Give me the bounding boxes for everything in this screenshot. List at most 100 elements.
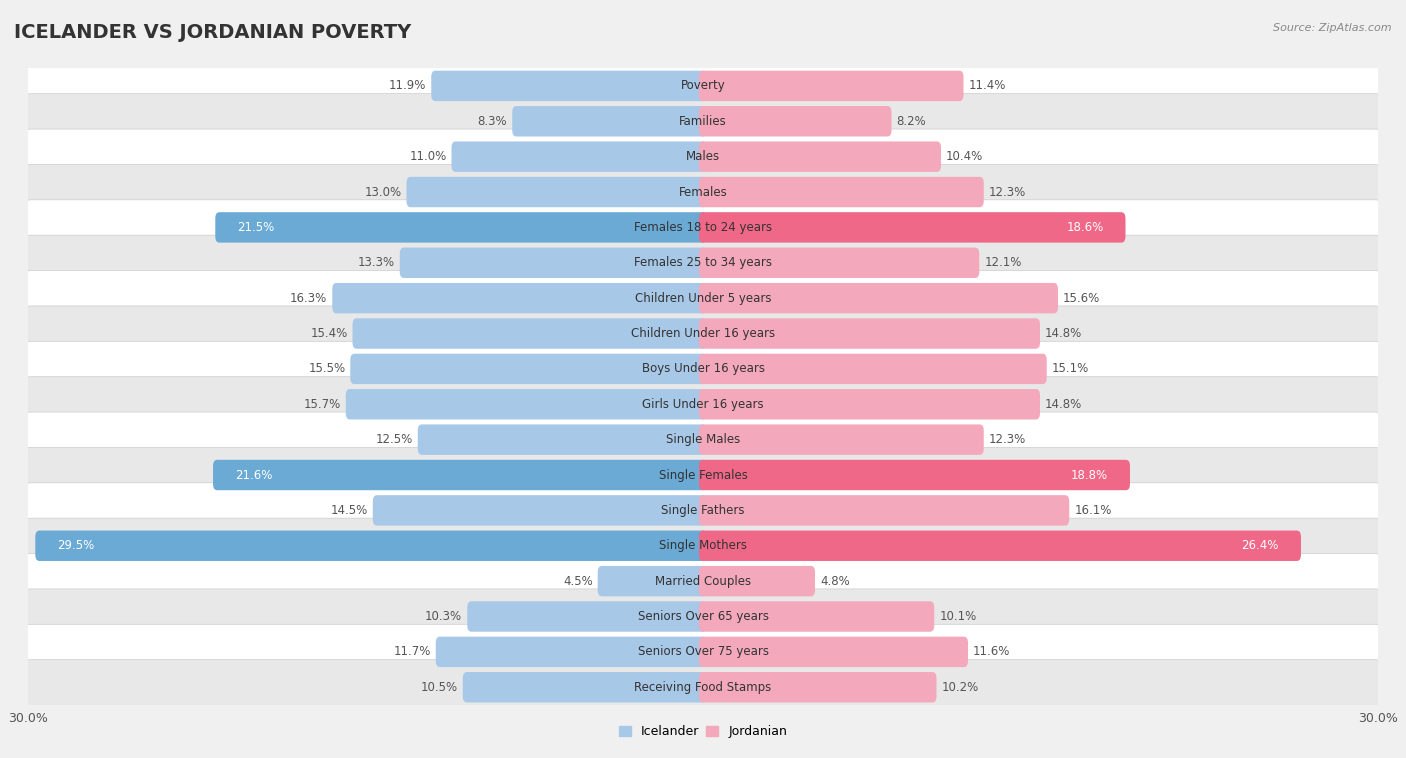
- FancyBboxPatch shape: [24, 589, 1382, 644]
- FancyBboxPatch shape: [432, 70, 707, 101]
- FancyBboxPatch shape: [24, 164, 1382, 220]
- Text: 8.2%: 8.2%: [897, 114, 927, 128]
- Text: Females: Females: [679, 186, 727, 199]
- Text: Source: ZipAtlas.com: Source: ZipAtlas.com: [1274, 23, 1392, 33]
- Text: 15.5%: 15.5%: [308, 362, 346, 375]
- FancyBboxPatch shape: [35, 531, 707, 561]
- Text: 11.4%: 11.4%: [969, 80, 1005, 92]
- Text: 18.8%: 18.8%: [1071, 468, 1108, 481]
- Text: 14.8%: 14.8%: [1045, 398, 1083, 411]
- FancyBboxPatch shape: [699, 637, 967, 667]
- FancyBboxPatch shape: [463, 672, 707, 703]
- Text: Poverty: Poverty: [681, 80, 725, 92]
- FancyBboxPatch shape: [699, 566, 815, 597]
- Text: Children Under 5 years: Children Under 5 years: [634, 292, 772, 305]
- Text: 12.5%: 12.5%: [375, 433, 413, 446]
- Text: 18.6%: 18.6%: [1066, 221, 1104, 234]
- Text: 21.6%: 21.6%: [235, 468, 273, 481]
- Text: Single Males: Single Males: [666, 433, 740, 446]
- FancyBboxPatch shape: [699, 495, 1069, 525]
- Text: Single Females: Single Females: [658, 468, 748, 481]
- Text: Families: Families: [679, 114, 727, 128]
- Text: Married Couples: Married Couples: [655, 575, 751, 587]
- Text: 15.6%: 15.6%: [1063, 292, 1099, 305]
- FancyBboxPatch shape: [24, 625, 1382, 679]
- Text: 29.5%: 29.5%: [58, 539, 94, 553]
- FancyBboxPatch shape: [24, 235, 1382, 290]
- Text: 26.4%: 26.4%: [1241, 539, 1279, 553]
- FancyBboxPatch shape: [467, 601, 707, 631]
- FancyBboxPatch shape: [24, 58, 1382, 114]
- FancyBboxPatch shape: [24, 412, 1382, 467]
- Text: 16.1%: 16.1%: [1074, 504, 1112, 517]
- FancyBboxPatch shape: [699, 354, 1046, 384]
- FancyBboxPatch shape: [699, 601, 934, 631]
- FancyBboxPatch shape: [512, 106, 707, 136]
- Text: Receiving Food Stamps: Receiving Food Stamps: [634, 681, 772, 694]
- FancyBboxPatch shape: [24, 483, 1382, 538]
- FancyBboxPatch shape: [214, 460, 707, 490]
- FancyBboxPatch shape: [399, 248, 707, 278]
- FancyBboxPatch shape: [699, 142, 941, 172]
- FancyBboxPatch shape: [699, 212, 1125, 243]
- FancyBboxPatch shape: [699, 460, 1130, 490]
- FancyBboxPatch shape: [24, 94, 1382, 149]
- FancyBboxPatch shape: [24, 271, 1382, 326]
- Text: 13.0%: 13.0%: [364, 186, 402, 199]
- Legend: Icelander, Jordanian: Icelander, Jordanian: [614, 720, 792, 744]
- FancyBboxPatch shape: [699, 106, 891, 136]
- FancyBboxPatch shape: [24, 447, 1382, 503]
- Text: 15.4%: 15.4%: [311, 327, 347, 340]
- FancyBboxPatch shape: [24, 306, 1382, 361]
- Text: Single Fathers: Single Fathers: [661, 504, 745, 517]
- Text: Females 18 to 24 years: Females 18 to 24 years: [634, 221, 772, 234]
- FancyBboxPatch shape: [699, 70, 963, 101]
- Text: 10.3%: 10.3%: [425, 610, 463, 623]
- Text: 13.3%: 13.3%: [357, 256, 395, 269]
- Text: Girls Under 16 years: Girls Under 16 years: [643, 398, 763, 411]
- Text: 4.5%: 4.5%: [562, 575, 593, 587]
- Text: Single Mothers: Single Mothers: [659, 539, 747, 553]
- Text: 11.6%: 11.6%: [973, 645, 1011, 659]
- Text: 15.7%: 15.7%: [304, 398, 340, 411]
- FancyBboxPatch shape: [436, 637, 707, 667]
- Text: 11.7%: 11.7%: [394, 645, 430, 659]
- FancyBboxPatch shape: [24, 553, 1382, 609]
- Text: Males: Males: [686, 150, 720, 163]
- Text: Children Under 16 years: Children Under 16 years: [631, 327, 775, 340]
- FancyBboxPatch shape: [699, 248, 979, 278]
- Text: 15.1%: 15.1%: [1052, 362, 1088, 375]
- Text: Boys Under 16 years: Boys Under 16 years: [641, 362, 765, 375]
- FancyBboxPatch shape: [373, 495, 707, 525]
- Text: 10.2%: 10.2%: [942, 681, 979, 694]
- Text: 12.1%: 12.1%: [984, 256, 1022, 269]
- Text: Females 25 to 34 years: Females 25 to 34 years: [634, 256, 772, 269]
- FancyBboxPatch shape: [699, 283, 1057, 313]
- FancyBboxPatch shape: [598, 566, 707, 597]
- Text: 11.9%: 11.9%: [389, 80, 426, 92]
- Text: 10.5%: 10.5%: [420, 681, 458, 694]
- Text: 10.1%: 10.1%: [939, 610, 976, 623]
- Text: 12.3%: 12.3%: [988, 186, 1026, 199]
- Text: 10.4%: 10.4%: [946, 150, 983, 163]
- Text: 14.5%: 14.5%: [330, 504, 368, 517]
- FancyBboxPatch shape: [332, 283, 707, 313]
- FancyBboxPatch shape: [215, 212, 707, 243]
- Text: Seniors Over 75 years: Seniors Over 75 years: [637, 645, 769, 659]
- FancyBboxPatch shape: [350, 354, 707, 384]
- FancyBboxPatch shape: [24, 518, 1382, 573]
- FancyBboxPatch shape: [451, 142, 707, 172]
- FancyBboxPatch shape: [353, 318, 707, 349]
- FancyBboxPatch shape: [418, 424, 707, 455]
- FancyBboxPatch shape: [24, 659, 1382, 715]
- Text: 4.8%: 4.8%: [820, 575, 849, 587]
- Text: 16.3%: 16.3%: [290, 292, 328, 305]
- FancyBboxPatch shape: [699, 318, 1040, 349]
- Text: 8.3%: 8.3%: [478, 114, 508, 128]
- FancyBboxPatch shape: [699, 531, 1301, 561]
- Text: ICELANDER VS JORDANIAN POVERTY: ICELANDER VS JORDANIAN POVERTY: [14, 23, 412, 42]
- Text: 11.0%: 11.0%: [409, 150, 447, 163]
- FancyBboxPatch shape: [699, 177, 984, 207]
- FancyBboxPatch shape: [699, 672, 936, 703]
- FancyBboxPatch shape: [346, 389, 707, 419]
